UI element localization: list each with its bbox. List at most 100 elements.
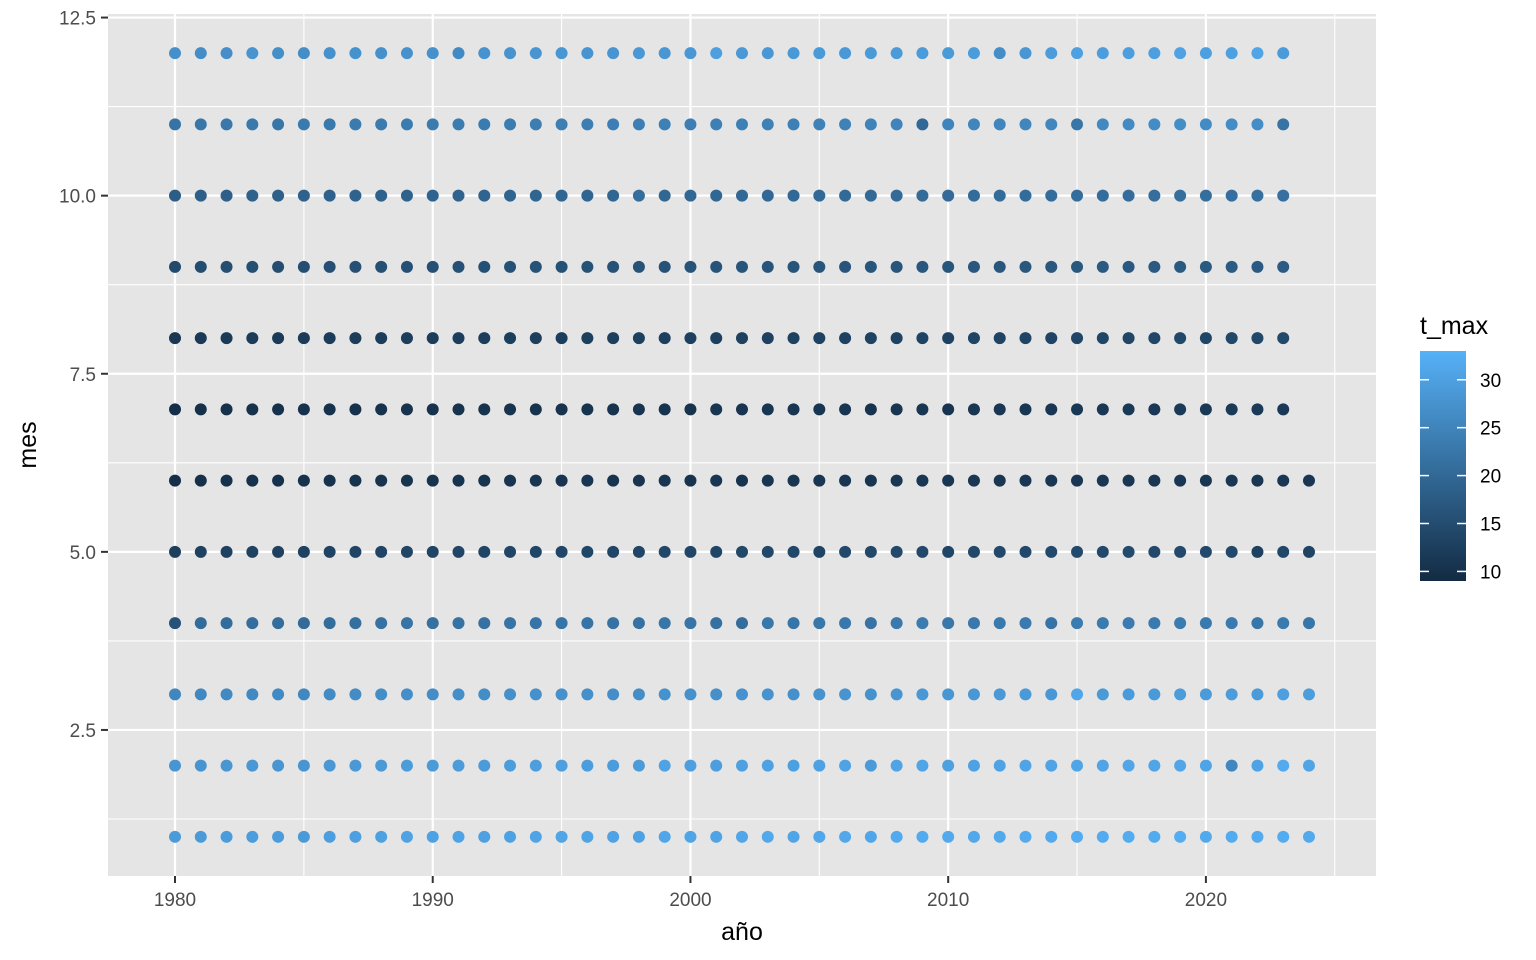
data-point [1148,118,1161,131]
data-point [452,830,465,843]
data-point [581,47,594,60]
data-point [529,260,542,273]
data-point [400,688,413,701]
data-point [426,118,439,131]
data-point [967,47,980,60]
data-point [813,545,826,558]
data-point [632,688,645,701]
data-point [658,189,671,202]
data-point [607,332,620,345]
data-point [529,403,542,416]
data-point [864,545,877,558]
data-point [942,403,955,416]
data-point [220,617,233,630]
y-tick-label: 10.0 [59,187,96,208]
data-point [607,545,620,558]
data-point [736,47,748,60]
data-point [1199,688,1212,701]
data-point [993,759,1006,772]
data-point [993,189,1006,202]
data-point [1096,47,1109,60]
data-point [375,118,388,131]
data-point [1225,403,1238,416]
data-point [1277,260,1290,273]
data-point [169,332,182,345]
data-point [1122,47,1135,60]
data-point [529,189,542,202]
data-point [890,830,903,843]
data-point [658,688,671,701]
data-point [1071,189,1084,202]
data-point [684,617,697,630]
data-point [1199,545,1212,558]
data-point [1148,759,1161,772]
data-point [607,403,620,416]
data-point [169,47,182,60]
x-axis: 1980 1990 2000 2010 2020 [154,876,1227,911]
data-point [864,189,877,202]
data-point [349,474,362,487]
data-point [297,474,310,487]
data-point [839,759,852,772]
data-point [736,759,748,772]
data-point [478,688,491,701]
data-point [323,830,336,843]
data-point [169,474,182,487]
data-point [452,332,465,345]
data-point [452,617,465,630]
data-point [787,545,800,558]
data-point [684,118,697,131]
data-point [787,830,800,843]
data-point [194,474,207,487]
data-point [452,118,465,131]
data-point [736,688,748,701]
data-point [1225,260,1238,273]
data-point [942,47,955,60]
legend-tick-label: 30 [1480,371,1501,392]
data-point [993,830,1006,843]
data-point [323,403,336,416]
data-point [220,118,233,131]
data-point [1096,474,1109,487]
data-point [1174,830,1187,843]
data-point [220,688,233,701]
data-point [1199,260,1212,273]
y-axis-title: mes [14,421,42,468]
data-point [710,759,723,772]
data-point [1071,474,1084,487]
data-point [1045,260,1058,273]
data-point [529,759,542,772]
data-point [272,332,285,345]
data-point [426,403,439,416]
data-point [246,260,259,273]
data-point [813,688,826,701]
data-point [323,474,336,487]
data-point [813,759,826,772]
data-point [1277,118,1290,131]
data-point [1225,189,1238,202]
data-point [272,474,285,487]
data-point [1277,47,1290,60]
data-point [1019,403,1032,416]
data-point [1225,474,1238,487]
data-point [349,617,362,630]
data-point [555,118,568,131]
data-point [710,260,723,273]
data-point [710,617,723,630]
data-point [1277,474,1290,487]
data-point [504,260,517,273]
data-point [1122,118,1135,131]
data-point [1096,403,1109,416]
data-point [1199,759,1212,772]
data-point [1225,830,1238,843]
data-point [761,332,774,345]
data-point [942,759,955,772]
data-point [555,403,568,416]
data-point [323,189,336,202]
data-point [942,688,955,701]
data-point [426,189,439,202]
x-tick-label: 2020 [1185,890,1227,911]
data-point [1199,47,1212,60]
data-point [890,474,903,487]
data-point [194,47,207,60]
